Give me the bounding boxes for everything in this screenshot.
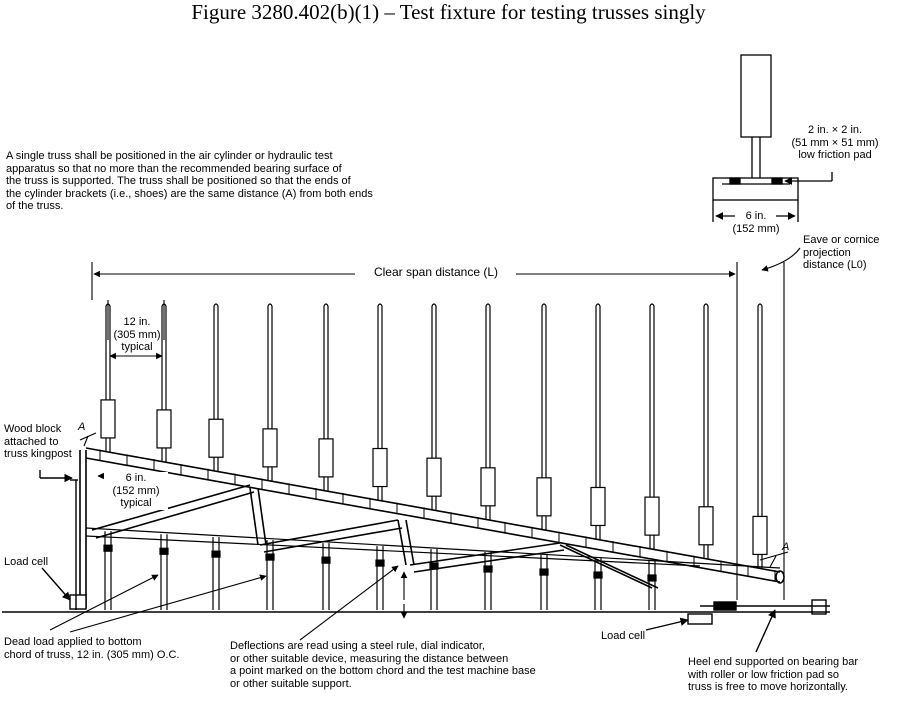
load-cylinder	[208, 303, 224, 610]
marker-a-left: A	[77, 421, 85, 433]
heel-end-note: Heel end supported on bearing bar with r…	[688, 656, 859, 693]
load-cell-left-note: Load cell	[4, 556, 49, 568]
load-cylinder	[100, 303, 116, 610]
span-dimensions	[91, 247, 801, 600]
load-cylinder	[644, 303, 660, 610]
load-cylinder	[156, 303, 172, 610]
marker-a-right: A	[781, 541, 789, 553]
load-cylinder	[480, 303, 496, 610]
load-cylinders	[100, 303, 768, 610]
left-support	[39, 470, 87, 610]
leaders	[49, 565, 408, 641]
dead-load-note: Dead load applied to bottom chord of tru…	[4, 636, 180, 661]
load-cylinder	[426, 303, 442, 610]
cylinder-spacing-note: 12 in. (305 mm) typical	[113, 316, 161, 353]
truss	[79, 447, 785, 608]
cylinder-detail	[712, 54, 833, 222]
bracket-spacing-note: 6 in. (152 mm) typical	[104, 472, 168, 510]
load-cylinder	[752, 303, 768, 569]
a-dimensions	[79, 432, 789, 568]
pad-width-note: 6 in. (152 mm)	[732, 210, 780, 235]
figure-title: Figure 3280.402(b)(1) – Test fixture for…	[191, 0, 706, 24]
wood-block-note: Wood block attached to truss kingpost	[4, 423, 72, 460]
clear-span-note: Clear span distance (L)	[373, 265, 499, 279]
load-cell-right-note: Load cell	[601, 630, 646, 642]
pad-note: 2 in. × 2 in. (51 mm × 51 mm) low fricti…	[791, 124, 879, 161]
positioning-note: A single truss shall be positioned in th…	[6, 150, 373, 212]
load-cylinder	[698, 303, 714, 559]
load-cylinder	[262, 303, 278, 610]
load-cylinder	[318, 303, 334, 610]
load-cylinder	[590, 303, 606, 610]
load-cylinder	[536, 303, 552, 610]
load-cylinder	[372, 303, 388, 610]
cylinder-spacing-dimension	[107, 300, 165, 360]
deflections-note: Deflections are read using a steel rule,…	[230, 640, 536, 690]
top-chord-brackets	[99, 449, 776, 582]
heel-support	[645, 599, 830, 653]
eave-note: Eave or cornice projection distance (L0)	[803, 234, 880, 271]
